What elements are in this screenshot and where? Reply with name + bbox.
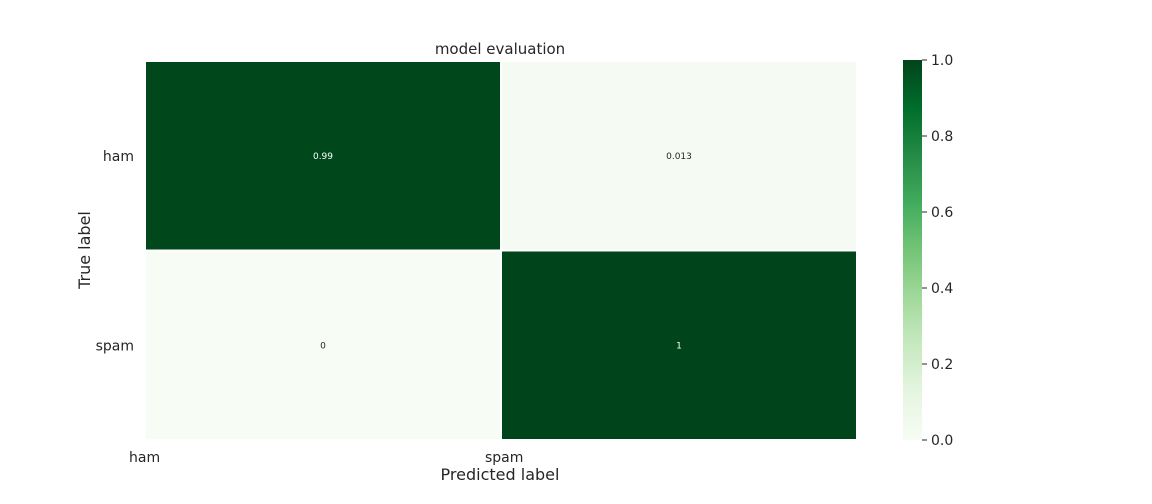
cell-annotations: 0.99 0.013 0 1 bbox=[313, 152, 692, 352]
y-tick-label-spam: spam bbox=[96, 338, 134, 354]
heatmap-cell-spam-ham bbox=[144, 249, 502, 441]
heatmap-cell-ham-ham bbox=[144, 60, 502, 252]
colorbar-tick-label: 0.6 bbox=[931, 205, 953, 221]
chart-title: model evaluation bbox=[435, 40, 565, 58]
cell-annotation-ham-ham: 0.99 bbox=[313, 152, 333, 162]
cell-annotation-spam-spam: 1 bbox=[676, 341, 682, 351]
y-axis-ticks: ham spam bbox=[96, 149, 134, 355]
colorbar-tick-label: 1.0 bbox=[931, 53, 953, 69]
colorbar-tick-label: 0.4 bbox=[931, 281, 953, 297]
colorbar-ticks: 0.0 0.2 0.4 0.6 0.8 1.0 bbox=[922, 53, 953, 449]
colorbar-tick-label: 0.0 bbox=[931, 433, 953, 449]
colorbar-tick-label: 0.8 bbox=[931, 129, 953, 145]
y-axis-label: True label bbox=[75, 211, 94, 290]
x-axis-label: Predicted label bbox=[441, 465, 560, 484]
colorbar bbox=[903, 60, 922, 440]
x-axis-ticks: ham spam bbox=[129, 450, 523, 466]
colorbar-tick-label: 0.2 bbox=[931, 357, 953, 373]
x-tick-label-spam: spam bbox=[485, 450, 523, 466]
heatmap-cell-ham-spam bbox=[500, 60, 858, 252]
x-tick-label-ham: ham bbox=[129, 450, 160, 466]
heatmap-cell-spam-spam bbox=[500, 249, 858, 441]
cell-annotation-ham-spam: 0.013 bbox=[666, 152, 692, 162]
cell-annotation-spam-ham: 0 bbox=[320, 341, 326, 351]
heatmap-cells bbox=[144, 60, 858, 441]
y-tick-label-ham: ham bbox=[103, 149, 134, 165]
